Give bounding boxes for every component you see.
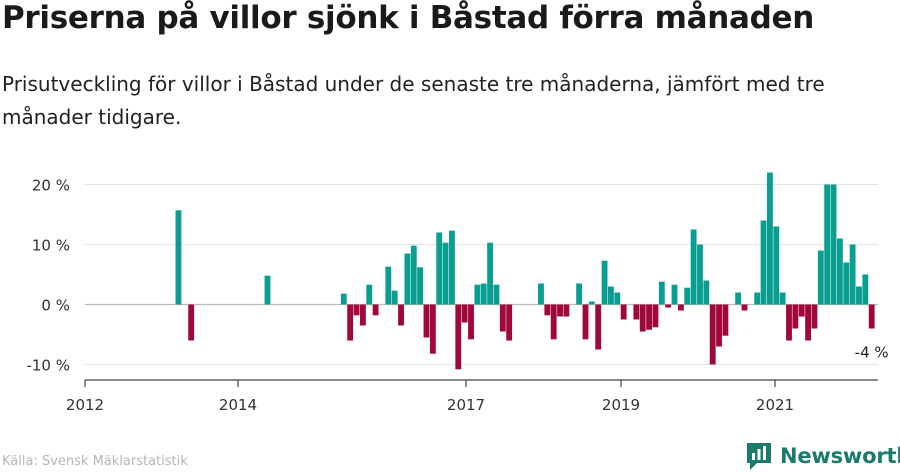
bar [697,244,703,305]
bar [849,244,856,305]
bar [690,229,697,305]
newsworthy-logo-icon [747,443,771,470]
bar [639,304,646,332]
bar [703,280,710,305]
bar [576,283,583,305]
bar [792,304,799,329]
bar [671,284,678,305]
bar [843,262,850,305]
bar [817,250,824,305]
y-tick-label: -10 % [26,357,70,375]
x-tick-label: 2012 [66,396,104,414]
bar [340,293,347,305]
bar [760,220,767,305]
bar [601,260,608,305]
bar [658,281,665,305]
bar [442,242,449,305]
bar [493,284,500,305]
bar [582,304,589,340]
bar [480,283,487,305]
bar [410,245,417,305]
bar [366,284,373,305]
bar [608,286,614,305]
last-value-label: -4 % [855,344,889,362]
bar [468,304,474,340]
bar [773,226,780,305]
bar [830,184,837,305]
x-tick-label: 2014 [219,396,257,414]
bar [588,301,595,305]
bar [735,292,742,305]
bar [856,286,862,305]
bar [798,304,805,317]
bar-chart: -10 % 0 % 10 % 20 % -4 % 2012 2014 2017 2019 2021 [26,172,889,414]
bar [264,275,271,305]
x-tick-label: 2019 [602,396,640,414]
bar [563,304,570,317]
bar [487,242,494,305]
bar [538,283,544,305]
page-title: Priserna på villor sjönk i Båstad förra … [2,0,815,36]
y-tick-label: 10 % [32,237,70,255]
bar [868,304,875,329]
bar [188,304,195,341]
bar [372,304,379,316]
bar [646,304,653,330]
bar [550,304,557,340]
bar [684,287,691,305]
bar [455,304,462,370]
bar [836,238,843,305]
bar [436,232,443,305]
bar [385,266,392,305]
bar [716,304,722,347]
y-tick-label: 20 % [32,177,70,195]
bar [359,304,366,326]
bar [417,267,424,305]
bar [665,304,672,308]
y-tick-label: 0 % [41,297,70,315]
brand-name: Newsworthy [780,444,900,468]
bar [347,304,354,341]
bar [722,304,729,336]
bar [449,230,455,305]
bar [544,304,551,316]
bar [423,304,430,338]
bar [754,292,761,305]
bar [398,304,404,326]
bar [709,304,716,365]
brand-logo: Newsworthy [745,440,900,472]
bar [429,304,436,354]
bar [614,292,621,305]
bar [652,304,659,328]
bar [811,304,818,329]
page-subtitle: Prisutveckling för villor i Båstad under… [2,72,825,129]
bar [474,284,481,305]
bar [391,290,398,305]
bar [499,304,506,332]
x-tick-label: 2017 [447,396,485,414]
bar [786,304,792,341]
bar [557,304,563,317]
bar [633,304,640,320]
bar [677,304,684,311]
bar [805,304,812,341]
bar [506,304,513,341]
bar [353,304,360,316]
bar [824,184,831,305]
bar [862,274,869,305]
x-tick-label: 2021 [756,396,794,414]
bar [620,304,627,320]
bar [741,304,748,311]
bar [595,304,602,350]
bar [175,210,182,305]
bar [767,172,773,305]
source-note: Källa: Svensk Mäklarstatistik [2,454,188,469]
bar [461,304,468,323]
bar [404,253,411,305]
bar [779,292,786,305]
